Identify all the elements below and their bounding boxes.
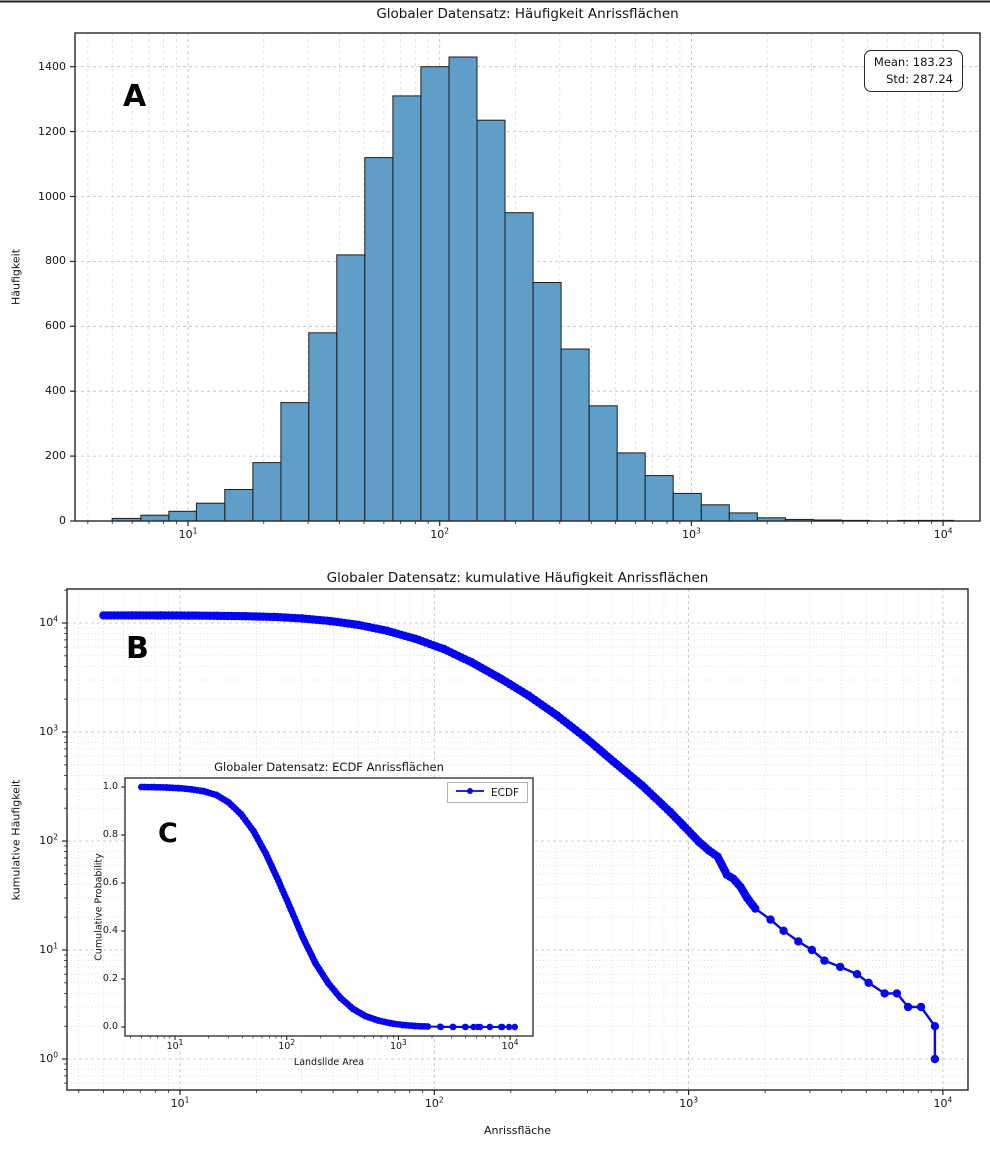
plot-b-x-tick-label: 101 — [170, 1095, 190, 1110]
panel-b-axes — [62, 588, 969, 1095]
inset-c-x-tick-label: 104 — [501, 1037, 519, 1052]
plot-a-y-tick-label: 200 — [45, 449, 66, 463]
panel-b-label: B — [126, 631, 149, 666]
panel-a-axes — [70, 32, 981, 526]
inset-c-x-tick-label: 103 — [389, 1037, 407, 1052]
plot-a-x-tick-label: 102 — [430, 526, 450, 541]
plot-b-y-tick-label: 102 — [39, 832, 58, 847]
stats-std-value: Std: 287.24 — [886, 71, 953, 86]
inset-c-x-tick-label: 101 — [166, 1037, 184, 1052]
plot-a-x-tick-label: 101 — [178, 526, 198, 541]
inset-c-xlabel: Landslide Area — [293, 1057, 365, 1068]
panel-b-curve — [99, 611, 940, 1064]
panel-c-label: C — [158, 818, 178, 849]
plot-a-y-tick-label: 1400 — [38, 59, 66, 73]
inset-c-y-tick-label: 0.6 — [102, 876, 118, 888]
legend-label: ECDF — [491, 786, 520, 799]
plot-a-x-tick-label: 104 — [933, 526, 953, 541]
stats-mean-value: Mean: 183.23 — [873, 55, 953, 69]
plot-a-y-tick-label: 400 — [45, 384, 66, 398]
legend-line-icon — [456, 788, 484, 794]
stats-annotation-box: Mean: 183.23 Std: 287.24 — [863, 50, 963, 93]
inset-c — [121, 777, 534, 1040]
inset-c-ylabel: Cumulative Probability — [93, 853, 105, 961]
plot-a-title: Globaler Datensatz: Häufigkeit Anrissflä… — [376, 6, 679, 22]
panel-a-label: A — [123, 79, 147, 114]
inset-c-y-tick-label: 0.8 — [102, 828, 118, 840]
plot-b-y-tick-label: 101 — [39, 941, 58, 956]
plot-b-y-tick-label: 103 — [39, 723, 58, 738]
ecdf-legend: ECDF — [447, 782, 529, 803]
plot-b-x-tick-label: 103 — [679, 1095, 698, 1110]
plot-b-x-tick-label: 104 — [933, 1095, 953, 1110]
inset-c-x-tick-label: 102 — [278, 1037, 296, 1052]
plot-b-y-tick-label: 104 — [39, 614, 58, 629]
inset-c-y-tick-label: 0.0 — [102, 1020, 118, 1032]
inset-c-y-tick-label: 1.0 — [102, 780, 118, 792]
legend-line-marker-icon — [456, 786, 484, 799]
plot-a-y-tick-label: 1000 — [38, 189, 66, 203]
plot-a-y-tick-label: 600 — [45, 319, 66, 333]
plot-b-ylabel: kumulative Häufigkeit — [9, 779, 23, 901]
inset-c-y-tick-label: 0.2 — [102, 972, 118, 984]
inset-c-y-tick-label: 0.4 — [102, 924, 118, 936]
plot-a-x-tick-label: 103 — [682, 526, 701, 541]
plot-a-y-tick-label: 0 — [59, 513, 66, 527]
plot-b-x-tick-label: 102 — [424, 1095, 444, 1110]
plot-a-ylabel: Häufigkeit — [9, 248, 23, 306]
plot-b-title: Globaler Datensatz: kumulative Häufigkei… — [326, 570, 709, 586]
plot-b-xlabel: Anrissfläche — [484, 1124, 551, 1137]
histogram-bars — [111, 56, 955, 522]
plot-b-y-tick-label: 100 — [39, 1050, 58, 1065]
plot-a-y-tick-label: 800 — [45, 254, 66, 268]
inset-c-title: Globaler Datensatz: ECDF Anrissflächen — [214, 760, 444, 774]
plot-a-y-tick-label: 1200 — [38, 124, 66, 138]
